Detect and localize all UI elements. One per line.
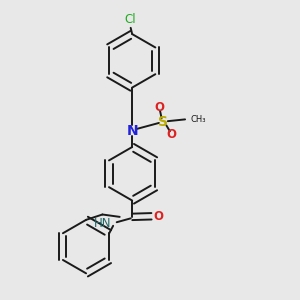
- Text: HN: HN: [94, 217, 111, 230]
- Text: CH₃: CH₃: [190, 115, 206, 124]
- Text: Cl: Cl: [125, 14, 136, 26]
- Text: O: O: [153, 210, 163, 223]
- Text: O: O: [167, 128, 177, 141]
- Text: O: O: [154, 101, 164, 114]
- Text: S: S: [158, 115, 168, 129]
- Text: N: N: [126, 124, 138, 138]
